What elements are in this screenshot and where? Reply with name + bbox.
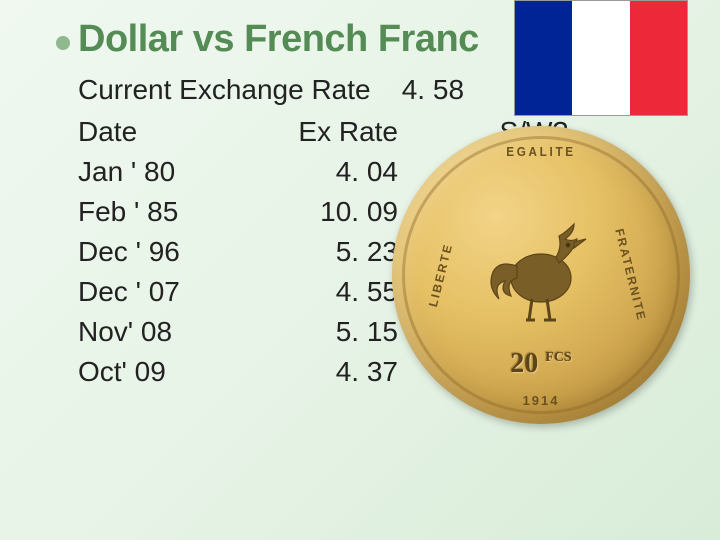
current-rate-value: 4. 58 [402, 74, 464, 105]
cell-date: Dec ' 07 [78, 276, 278, 308]
cell-rate: 5. 15 [278, 316, 398, 348]
cell-date: Oct' 09 [78, 356, 278, 388]
cell-rate: 5. 23 [278, 236, 398, 268]
french-flag [514, 0, 688, 116]
rooster-icon [466, 188, 616, 338]
current-rate-line: Current Exchange Rate 4. 58 [78, 74, 464, 106]
flag-red-stripe [630, 1, 687, 115]
cell-rate: 4. 55 [278, 276, 398, 308]
cell-date: Jan ' 80 [78, 156, 278, 188]
header-rate: Ex Rate [278, 116, 398, 148]
coin-value: 20 FCS [392, 348, 690, 380]
coin-value-number: 20 [510, 348, 538, 379]
current-rate-label: Current Exchange Rate [78, 74, 371, 105]
coin-motto-top: EGALITE [407, 144, 675, 159]
coin-value-unit: FCS [545, 350, 571, 365]
coin-year: 1914 [392, 393, 690, 408]
flag-white-stripe [572, 1, 629, 115]
coin-motto-left: LIBERTE [426, 242, 455, 309]
title-bullet [56, 36, 70, 50]
cell-date: Feb ' 85 [78, 196, 278, 228]
flag-blue-stripe [515, 1, 572, 115]
header-date: Date [78, 116, 278, 148]
cell-date: Nov' 08 [78, 316, 278, 348]
coin-motto-right: FRATERNITE [612, 227, 649, 323]
cell-rate: 4. 04 [278, 156, 398, 188]
franc-coin: EGALITE LIBERTE FRATERNITE 20 FCS 1914 [392, 126, 690, 424]
cell-rate: 4. 37 [278, 356, 398, 388]
cell-rate: 10. 09 [278, 196, 398, 228]
cell-date: Dec ' 96 [78, 236, 278, 268]
slide-title: Dollar vs French Franc [78, 18, 479, 61]
